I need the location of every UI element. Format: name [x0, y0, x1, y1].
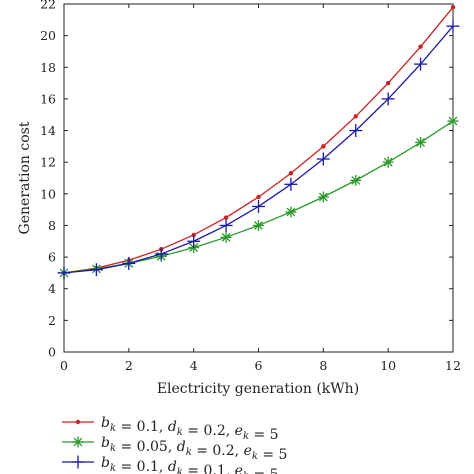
legend-label: bk = 0.05, dk = 0.2, ek = 5 — [101, 435, 287, 463]
y-tick-label: 0 — [48, 345, 56, 360]
data-point-plus — [284, 177, 298, 191]
data-point-plus — [381, 92, 395, 106]
x-tick-label: 2 — [125, 358, 133, 373]
data-point-plus — [57, 266, 71, 280]
y-tick-label: 12 — [40, 155, 56, 170]
data-point-asterisk — [72, 436, 84, 448]
y-tick-label: 6 — [48, 250, 56, 265]
data-point-dot — [256, 194, 261, 200]
x-tick-label: 10 — [380, 358, 396, 373]
y-tick-label: 14 — [40, 123, 56, 138]
data-point-asterisk — [317, 191, 329, 203]
x-tick-label: 12 — [445, 358, 461, 373]
data-point-dot — [288, 171, 294, 176]
y-tick-label: 22 — [40, 0, 56, 12]
y-tick-label: 4 — [48, 281, 56, 296]
data-point-plus — [349, 124, 363, 138]
data-point-dot — [223, 215, 229, 220]
y-tick-label: 16 — [40, 91, 56, 106]
data-point-plus — [154, 247, 168, 261]
series-3 — [57, 19, 460, 280]
x-tick-label: 6 — [255, 358, 263, 373]
plot-frame — [63, 3, 454, 353]
data-point-asterisk — [350, 174, 362, 186]
data-point-dot — [75, 419, 81, 425]
data-point-plus — [446, 19, 460, 33]
x-tick-label: 0 — [60, 358, 68, 373]
y-axis-label: Generation cost — [17, 121, 33, 234]
legend-item: bk = 0.05, dk = 0.2, ek = 5 — [62, 435, 287, 463]
data-point-asterisk — [253, 219, 264, 231]
x-tick-label: 8 — [319, 358, 327, 373]
y-tick-label: 20 — [40, 28, 56, 43]
data-point-asterisk — [285, 206, 297, 218]
legend-label: bk = 0.1, dk = 0.1, ek = 5 — [101, 455, 279, 474]
y-axis-ticks: 0 2 4 6 8 10 12 14 16 18 20 22 — [40, 0, 453, 360]
x-tick-label: 4 — [190, 358, 198, 373]
data-point-dot — [321, 144, 326, 149]
x-axis-label: Electricity generation (kWh) — [157, 381, 359, 397]
data-point-dot — [385, 80, 391, 86]
series-line — [63, 6, 454, 274]
data-point-plus — [71, 455, 85, 469]
x-axis-ticks: 0 2 4 6 8 10 12 — [60, 4, 461, 373]
data-point-plus — [122, 256, 136, 270]
y-tick-label: 2 — [48, 313, 56, 328]
data-point-dot — [353, 114, 358, 119]
y-tick-label: 18 — [40, 60, 56, 75]
data-point-plus — [187, 234, 201, 248]
data-point-asterisk — [447, 115, 459, 127]
y-tick-label: 10 — [40, 186, 56, 201]
data-point-plus — [316, 152, 330, 166]
legend-item: bk = 0.1, dk = 0.2, ek = 5 — [62, 415, 279, 443]
legend-item: bk = 0.1, dk = 0.1, ek = 5 — [62, 455, 279, 474]
series-layer — [57, 4, 460, 280]
legend-label: bk = 0.1, dk = 0.2, ek = 5 — [101, 415, 279, 443]
data-point-plus — [219, 218, 233, 232]
data-point-dot — [450, 4, 456, 10]
y-tick-label: 8 — [48, 218, 56, 233]
data-point-dot — [418, 44, 423, 49]
data-point-plus — [414, 57, 428, 71]
series-1 — [61, 4, 456, 276]
data-point-asterisk — [220, 231, 232, 243]
series-line — [63, 25, 454, 274]
legend: bk = 0.1, dk = 0.2, ek = 5bk = 0.05, dk … — [62, 415, 287, 474]
data-point-plus — [252, 199, 265, 213]
data-point-plus — [89, 263, 103, 277]
data-point-asterisk — [415, 136, 427, 148]
data-point-asterisk — [382, 156, 394, 168]
